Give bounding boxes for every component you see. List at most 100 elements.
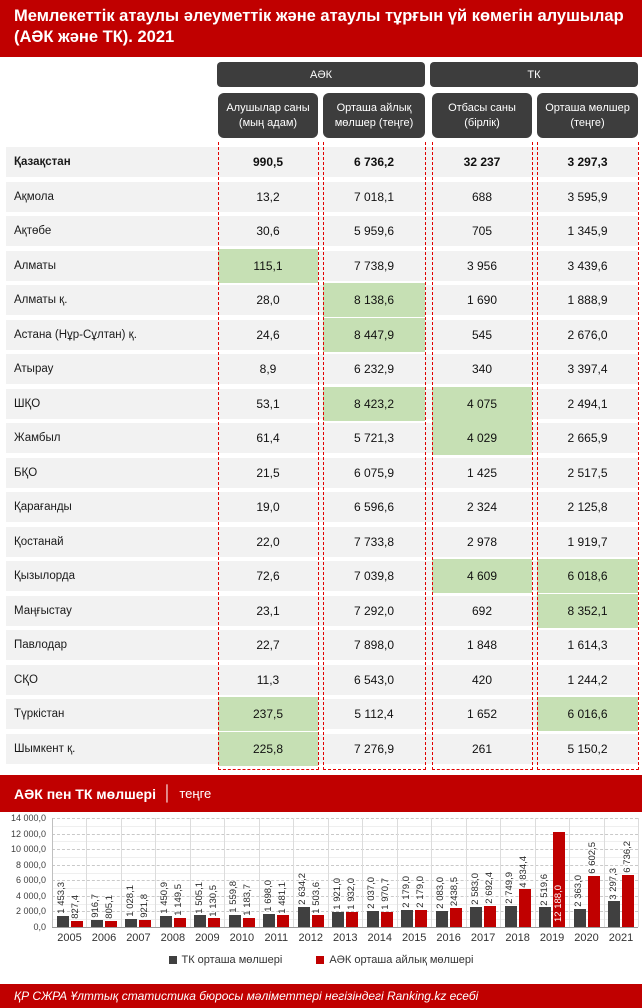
table-row: Павлодар 22,7 7 898,0 1 848 1 614,3 [6, 630, 638, 660]
region-label: БҚО [14, 466, 38, 479]
bar-tk [159, 915, 172, 927]
gridline [52, 818, 638, 819]
bar-label: 2 583,0 [469, 873, 481, 905]
value-cell: 8 352,1 [537, 593, 638, 628]
bar-tk [366, 911, 379, 927]
x-axis-label: 2016 [436, 932, 461, 944]
bar-label: 1 130,5 [207, 884, 219, 917]
value-cell: 5 112,4 [354, 707, 394, 721]
group-separator [603, 818, 605, 927]
value-cell: 8,9 [259, 362, 277, 376]
column-header-recipients-count: Алушылар саны (мың адам) [218, 93, 318, 138]
bar-aek [311, 915, 324, 927]
value-cell: 6 018,6 [537, 559, 638, 593]
value-cell: 2 494,1 [567, 396, 608, 411]
table-row: Астана (Нұр-Сұлтан) қ. 24,6 8 447,9 545 2 67… [6, 317, 638, 352]
x-axis-label: 2019 [539, 932, 565, 944]
bar-aek [277, 915, 290, 927]
legend-item: ТК орташа мөлшері [168, 954, 283, 966]
region-label: Алматы [14, 259, 56, 272]
group-separator [431, 818, 433, 927]
value-cell: 8 423,2 [323, 386, 425, 421]
bar-tk [263, 913, 276, 927]
bar-label: 2 179,0 [400, 876, 412, 909]
table-row: Алматы 115,1 7 738,9 3 956 3 439,6 [6, 248, 638, 283]
y-axis-tick: 6 000,0 [15, 875, 46, 886]
group-separator [638, 818, 639, 927]
value-cell: 5 959,6 [353, 224, 395, 238]
value-cell: 2 125,8 [567, 500, 608, 514]
y-axis-tick: 10 000,0 [10, 844, 46, 855]
bar-label: 1 970,7 [380, 877, 392, 910]
bar-label: 6 602,5 [587, 841, 599, 874]
group-separator [189, 818, 191, 927]
value-cell: 72,6 [256, 569, 280, 583]
chart-title-divider: │ [162, 785, 173, 802]
group-separator [569, 818, 571, 927]
table-row: Алматы қ. 28,0 8 138,6 1 690 1 888,9 [6, 283, 638, 317]
bar-label: 916,7 [90, 894, 102, 918]
x-axis-label: 2018 [505, 932, 530, 944]
table-row: Ақмола 13,2 7 018,1 688 3 595,9 [6, 181, 638, 212]
y-axis-tick: 2 000,0 [15, 906, 46, 917]
bar-label: 1 149,5 [173, 884, 185, 917]
bar-label: 2438,5 [449, 876, 461, 907]
legend-label: ТК орташа мөлшері [181, 954, 283, 966]
legend-item: АӘК орташа айлық мөлшері [316, 954, 473, 966]
legend-swatch [168, 956, 177, 964]
value-cell: 420 [471, 672, 493, 687]
value-cell: 13,2 [256, 189, 280, 204]
bar-label: 2 037,0 [366, 877, 378, 910]
bar-aek [380, 911, 393, 927]
value-cell: 3 595,9 [567, 189, 608, 204]
value-cell: 1 919,7 [567, 534, 608, 549]
value-cell: 61,4 [256, 431, 280, 445]
group-separator [86, 818, 88, 927]
bar-label: 12 188,0 [552, 885, 564, 922]
group-separator [52, 818, 53, 927]
table-row: Қызылорда 72,6 7 039,8 4 609 6 018,6 [6, 559, 638, 593]
value-cell: 688 [471, 189, 493, 204]
bar-label: 1 453,3 [56, 881, 67, 914]
gridline-minor [52, 856, 638, 858]
x-axis-label: 2006 [91, 932, 117, 944]
x-axis-label: 2007 [126, 932, 151, 944]
column-header-families-count: Отбасы саны (бірлік) [432, 93, 532, 138]
value-cell: 28,0 [256, 293, 280, 307]
bar-label: 1 921,0 [331, 878, 343, 911]
value-cell: 7 898,0 [353, 638, 395, 652]
value-cell: 22,7 [256, 638, 280, 652]
value-cell: 1 614,3 [567, 638, 608, 652]
value-cell: 1 888,9 [567, 293, 608, 307]
region-label: Павлодар [14, 639, 67, 651]
region-label: Қарағанды [14, 501, 72, 513]
column-header-avg-monthly-amount: Орташа айлық мөлшер (теңге) [323, 93, 425, 138]
table-row: Маңғыстау 23,1 7 292,0 692 8 352,1 [6, 593, 638, 628]
bar-label: 2 634,2 [297, 872, 309, 905]
gridline [52, 864, 638, 866]
value-cell: 53,1 [256, 396, 280, 411]
bar-label: 1 503,6 [311, 881, 323, 914]
value-cell: 225,8 [218, 731, 318, 766]
gridline-minor [52, 825, 638, 827]
x-axis-label: 2017 [470, 932, 496, 944]
value-cell: 7 292,0 [353, 603, 395, 618]
value-cell: 5 721,3 [353, 431, 395, 445]
chart-title-text: АӘК пен ТК мөлшері [14, 785, 156, 802]
value-cell: 237,5 [218, 697, 318, 731]
region-label: СҚО [14, 673, 38, 686]
table-row: Шымкент қ. 225,8 7 276,9 261 5 150,2 [6, 731, 638, 766]
bar-tk [470, 906, 483, 927]
chart-section-title: АӘК пен ТК мөлшері │ теңге [0, 775, 642, 812]
value-cell: 261 [471, 741, 493, 756]
gridline [52, 895, 638, 897]
bar-aek [346, 911, 359, 927]
y-axis-tick: 14 000,0 [10, 813, 46, 823]
value-cell: 19,0 [256, 500, 280, 514]
region-label: Ақтөбе [14, 225, 52, 237]
x-axis-label: 2010 [229, 932, 255, 944]
value-cell: 8 138,6 [323, 283, 425, 317]
value-cell: 6 016,6 [537, 697, 638, 731]
value-cell: 4 609 [432, 559, 532, 593]
